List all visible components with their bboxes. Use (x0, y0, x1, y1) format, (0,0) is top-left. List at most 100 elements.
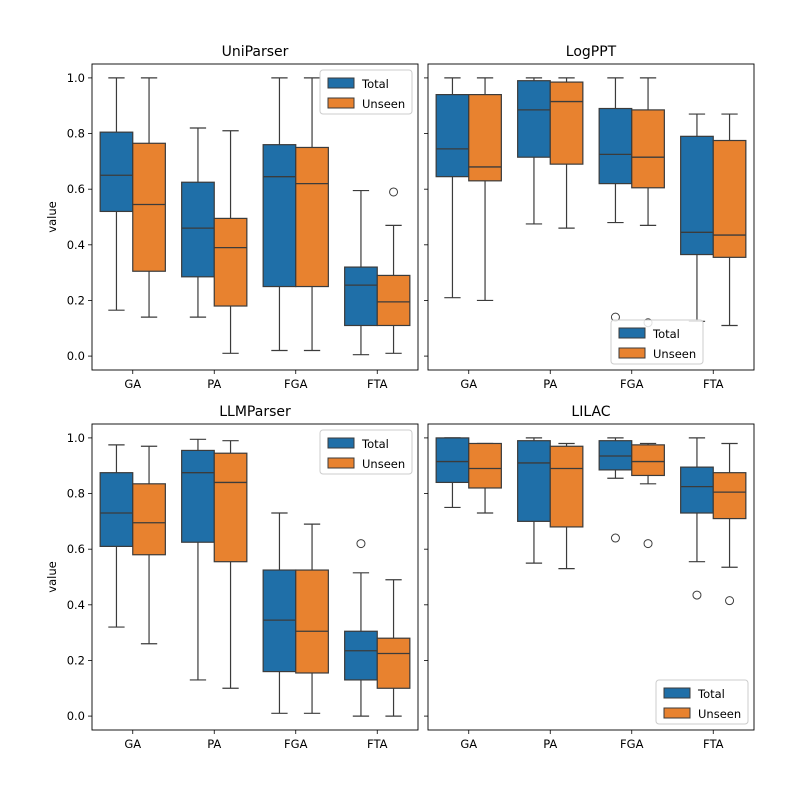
y-tick-label: 0.4 (67, 598, 85, 612)
box-body (213, 217, 248, 307)
legend: Total Unseen (610, 319, 704, 365)
box-total-fga (262, 77, 297, 352)
y-tick-label: 0.0 (67, 349, 85, 363)
box-body (295, 569, 329, 674)
x-tick-label: FGA (284, 737, 308, 751)
box-body (468, 442, 502, 489)
box-unseen-pa (213, 440, 248, 689)
y-tick-label: 1.0 (67, 431, 85, 445)
legend-swatch-unseen (327, 457, 355, 469)
outlier-point (389, 187, 399, 197)
box-body (132, 483, 166, 556)
box-unseen-fta (712, 442, 747, 606)
box-unseen-pa (549, 77, 584, 229)
legend: Total Unseen (319, 69, 413, 115)
box-unseen-fta (376, 579, 411, 717)
x-tick-label: FTA (703, 737, 724, 751)
legend-label-total: Total (361, 77, 389, 91)
box-total-pa (181, 127, 215, 318)
x-tick-label: PA (207, 377, 221, 391)
legend-swatch-unseen (618, 347, 646, 359)
box-body (680, 135, 714, 256)
box-unseen-fga (295, 77, 329, 352)
chart-title: LogPPT (566, 44, 617, 60)
box-body (598, 440, 633, 471)
legend-swatch-total (663, 687, 691, 699)
y-tick-label: 1.0 (67, 71, 85, 85)
legend-label-unseen: Unseen (362, 457, 405, 471)
box-body (262, 144, 297, 288)
y-tick-label: 0.6 (67, 542, 85, 556)
chart-panel-1: LogPPT GA PA FGA FTA Total Unseen (424, 44, 755, 391)
box-total-ga (435, 437, 470, 509)
outlier-point (692, 590, 702, 600)
plot-frame (427, 63, 755, 371)
y-tick-label: 0.0 (67, 709, 85, 723)
chart-panel-2: LLMParser 0.0 0.2 0.4 0.6 0.8 1.0 value GA PA FGA F… (45, 404, 419, 751)
box-unseen-fta (712, 113, 747, 327)
box-total-pa (181, 438, 215, 681)
box-unseen-fga (631, 77, 665, 328)
box-body (549, 81, 584, 165)
plot-frame (427, 423, 755, 731)
box-body (517, 80, 551, 158)
box-body (680, 466, 714, 514)
chart-panel-3: LILAC GA PA FGA FTA Total Unseen (424, 404, 755, 751)
legend-label-unseen: Unseen (362, 97, 405, 111)
box-total-pa (517, 77, 551, 225)
legend: Total Unseen (319, 429, 413, 475)
box-total-ga (99, 444, 134, 628)
box-total-fga (262, 512, 297, 714)
plot-frame (91, 63, 419, 371)
y-tick-label: 0.2 (67, 293, 85, 307)
legend-label-unseen: Unseen (698, 707, 741, 721)
x-tick-label: FGA (620, 737, 644, 751)
box-unseen-ga (468, 442, 502, 514)
box-total-fga (598, 437, 633, 543)
x-tick-label: GA (460, 377, 477, 391)
x-tick-label: FGA (620, 377, 644, 391)
y-tick-label: 0.6 (67, 182, 85, 196)
legend-swatch-unseen (327, 97, 355, 109)
y-tick-label: 0.2 (67, 653, 85, 667)
box-unseen-fga (295, 523, 329, 714)
outlier-point (725, 596, 735, 606)
outlier-point (643, 539, 653, 549)
box-body (376, 637, 411, 689)
box-body (712, 472, 747, 520)
legend-label-total: Total (652, 327, 680, 341)
x-tick-label: FGA (284, 377, 308, 391)
box-body (435, 93, 470, 178)
legend-swatch-total (618, 327, 646, 339)
box-unseen-ga (132, 445, 166, 645)
y-axis-label: value (45, 561, 59, 592)
y-tick-label: 0.4 (67, 238, 85, 252)
box-body (181, 449, 215, 543)
box-total-fta (680, 437, 714, 600)
box-body (631, 444, 665, 477)
y-tick-label: 0.8 (67, 487, 85, 501)
box-body (344, 266, 378, 327)
legend: Total Unseen (655, 679, 749, 725)
box-body (631, 109, 665, 189)
outlier-point (356, 539, 366, 549)
box-body (598, 107, 633, 185)
legend-label-total: Total (361, 437, 389, 451)
y-tick-label: 0.8 (67, 127, 85, 141)
box-body (344, 630, 378, 681)
box-total-fta (344, 189, 378, 356)
box-total-ga (435, 77, 470, 299)
box-total-pa (517, 437, 551, 564)
box-body (213, 452, 248, 563)
x-tick-label: PA (543, 377, 557, 391)
box-body (132, 142, 166, 272)
legend-swatch-total (327, 77, 355, 89)
box-unseen-pa (549, 442, 584, 570)
box-body (468, 93, 502, 182)
box-body (181, 181, 215, 278)
chart-title: UniParser (222, 44, 289, 60)
outlier-point (610, 533, 620, 543)
x-tick-label: FTA (367, 737, 388, 751)
legend-swatch-unseen (663, 707, 691, 719)
